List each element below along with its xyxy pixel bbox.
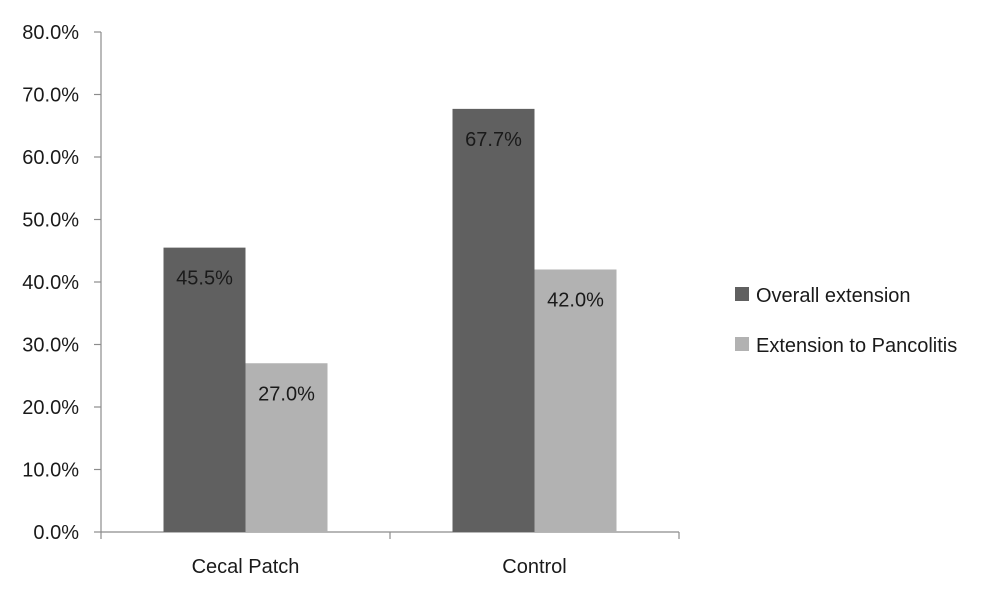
bars <box>163 108 617 532</box>
y-tick-label: 70.0% <box>22 85 79 107</box>
legend: Overall extension Extension to Pancolitis <box>735 285 957 357</box>
y-tick-label: 60.0% <box>22 147 79 169</box>
x-axis: Cecal Patch Control <box>100 531 680 578</box>
x-category-label: Cecal Patch <box>192 556 300 578</box>
bar-value-label: 42.0% <box>547 290 604 312</box>
legend-swatch <box>735 287 749 301</box>
bar-value-label: 27.0% <box>258 383 315 405</box>
bar-extension-to-pancolitis <box>245 363 328 532</box>
bar-overall-extension <box>452 108 535 532</box>
y-tick-label: 20.0% <box>22 397 79 419</box>
bar-value-label: 45.5% <box>176 268 233 290</box>
legend-swatch <box>735 337 749 351</box>
y-tick-label: 10.0% <box>22 460 79 482</box>
bar-overall-extension <box>163 247 246 532</box>
y-tick-label: 80.0% <box>22 22 79 44</box>
y-axis: 0.0% 10.0% 20.0% 30.0% 40.0% 50.0% 60.0% 70.0% 8… <box>22 22 102 544</box>
y-tick-label: 30.0% <box>22 335 79 357</box>
y-tick-label: 40.0% <box>22 272 79 294</box>
y-tick-label: 50.0% <box>22 210 79 232</box>
x-category-label: Control <box>502 556 566 578</box>
legend-label: Overall extension <box>756 285 911 307</box>
bar-extension-to-pancolitis <box>534 269 617 532</box>
legend-label: Extension to Pancolitis <box>756 335 957 357</box>
data-labels: 45.5% 27.0% 67.7% 42.0% <box>176 129 604 405</box>
bar-value-label: 67.7% <box>465 129 522 151</box>
y-tick-label: 0.0% <box>33 522 79 544</box>
